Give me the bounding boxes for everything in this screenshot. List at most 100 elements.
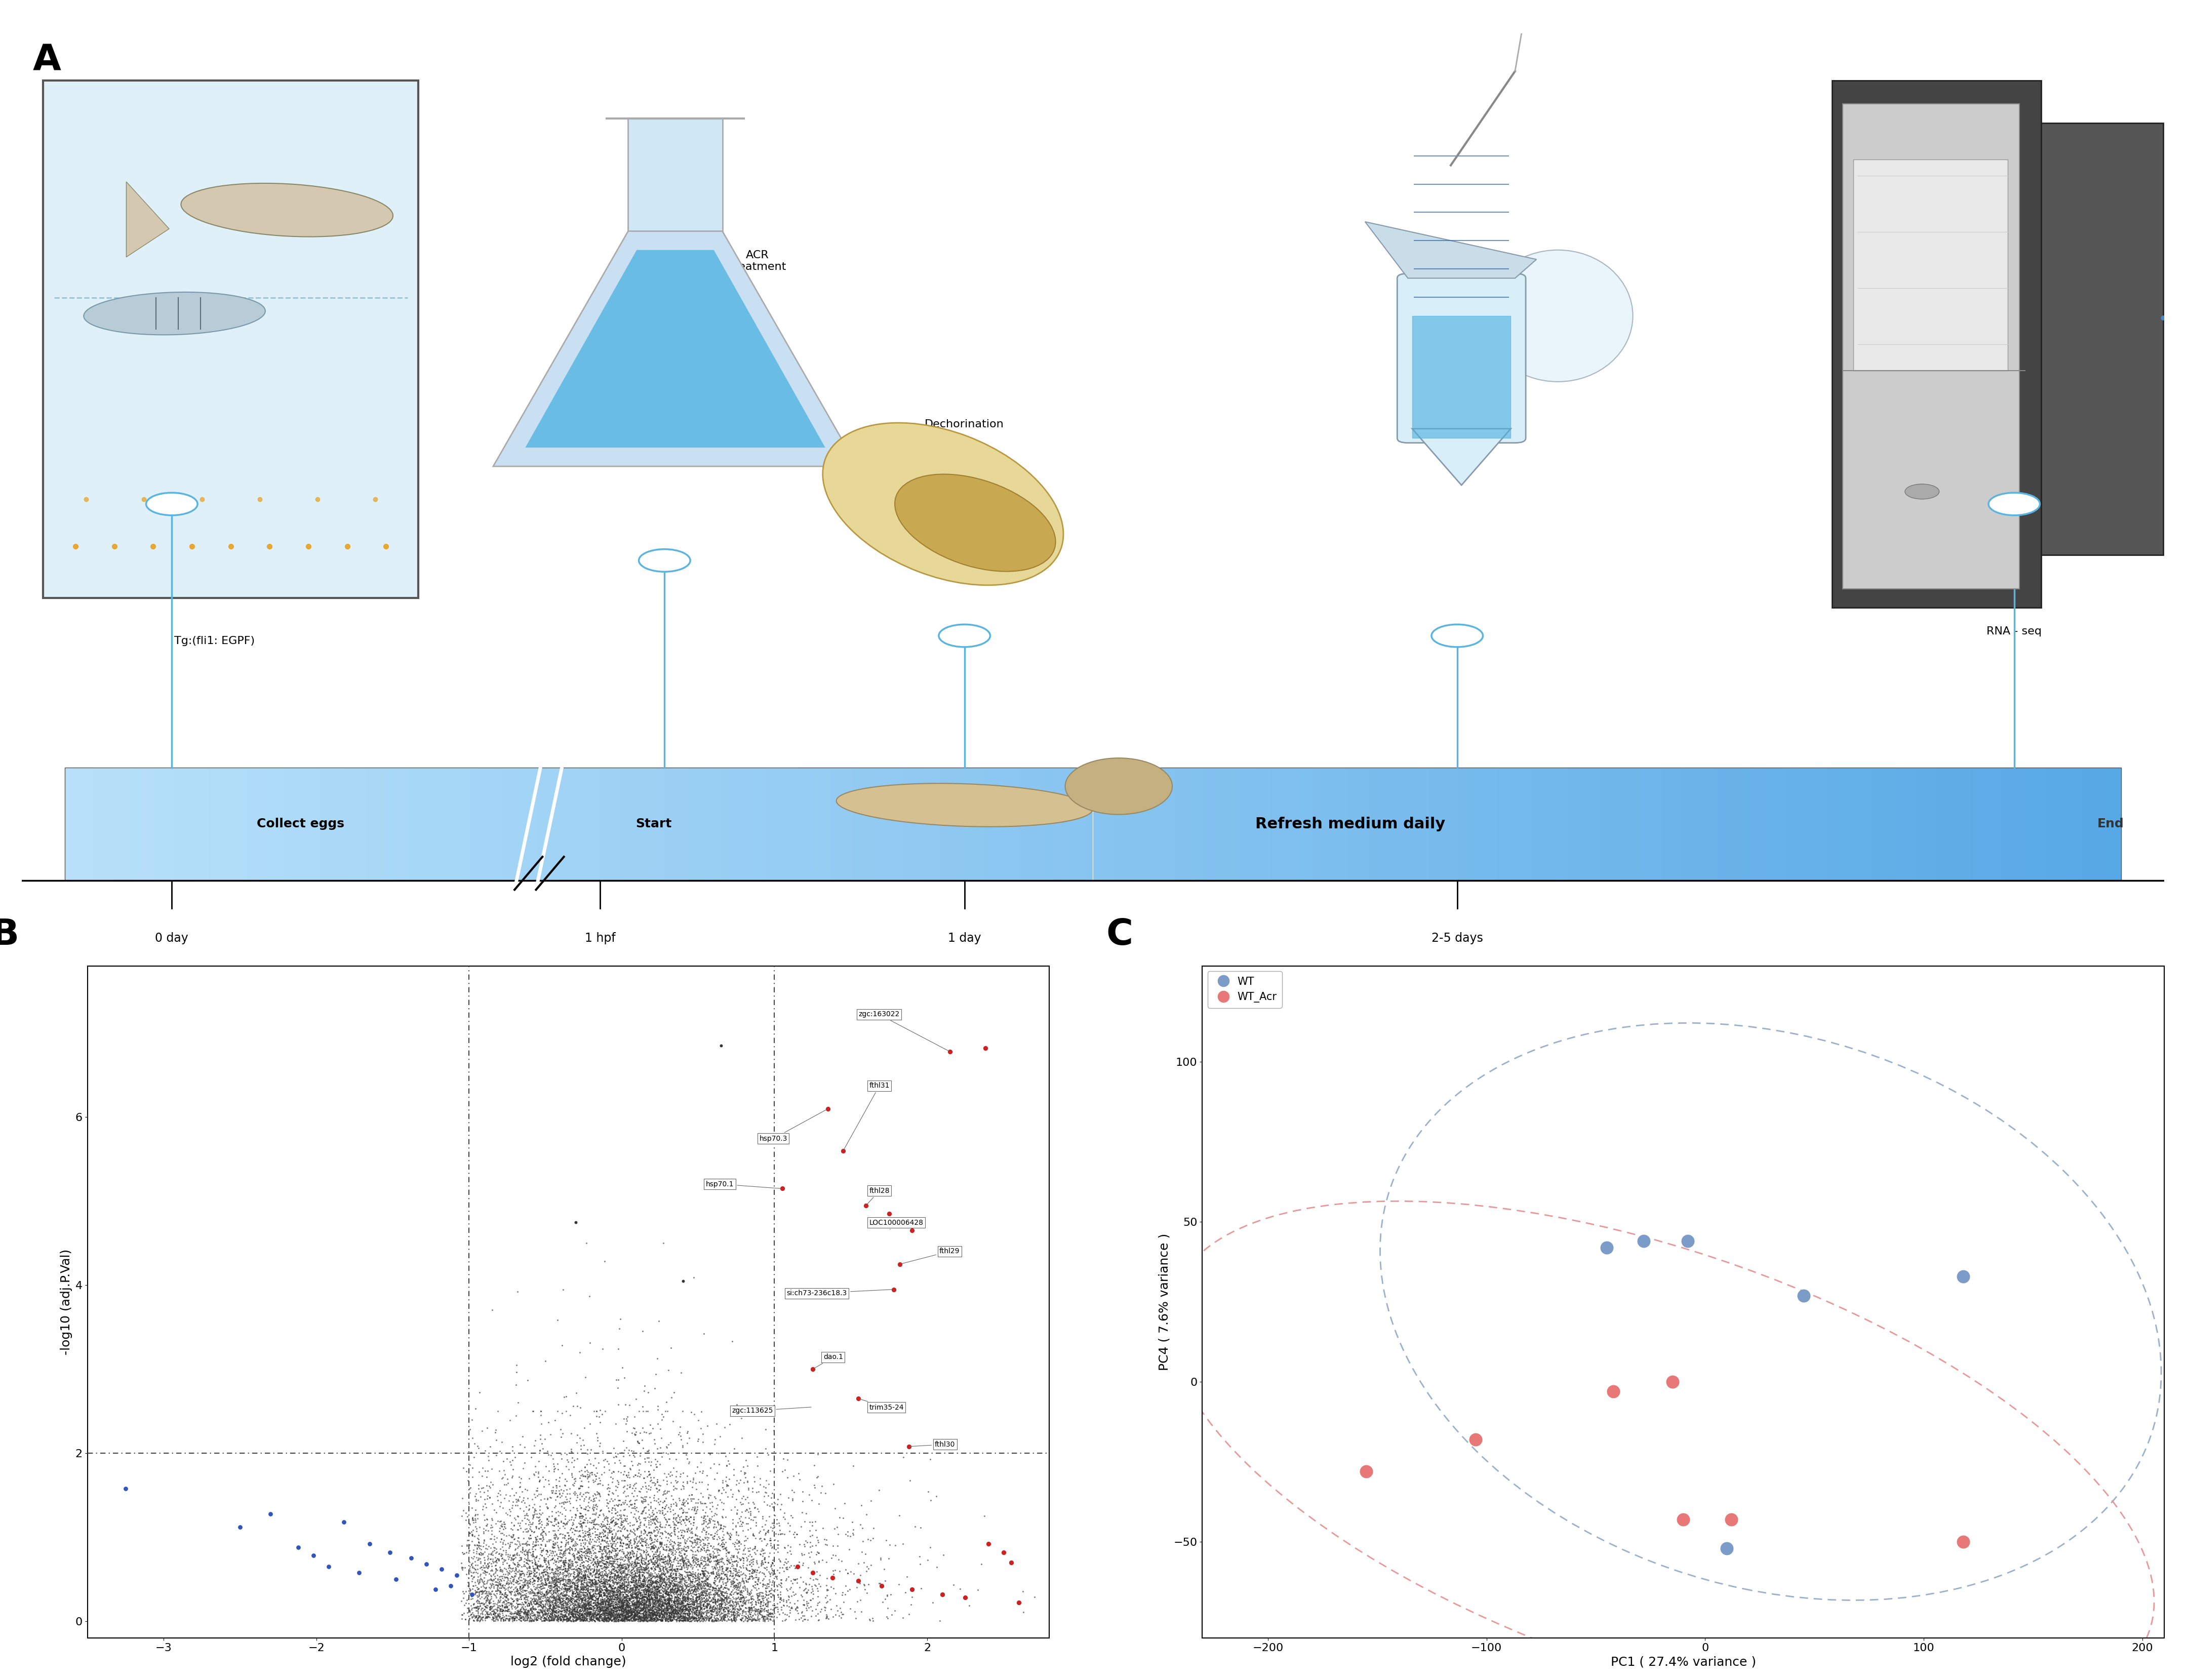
Point [647,1554,682,1581]
Point [724,1588,759,1614]
Point [721,1562,756,1589]
Point [614,1537,649,1564]
Point [686,1557,721,1584]
Point [745,1571,780,1598]
Point [671,1515,706,1542]
Point [916,1589,951,1616]
Point [485,1515,520,1542]
Point [634,1579,669,1606]
Point [903,1514,938,1541]
Point [643,1488,678,1515]
Point [647,1599,682,1626]
Point [549,1583,584,1609]
Point [717,1549,752,1576]
Point [560,1569,595,1596]
Point [750,1517,785,1544]
Point [492,1544,527,1571]
Point [483,1542,518,1569]
Bar [66,768,72,880]
Point [649,1586,684,1613]
Point [654,1588,689,1614]
Point [706,1586,741,1613]
Point [540,1583,575,1609]
Point [662,1495,697,1522]
Point [599,1578,634,1604]
Point [686,1507,721,1534]
Point [468,1589,503,1616]
Point [627,1527,662,1554]
Point [584,1525,619,1552]
Point [643,1562,678,1589]
Point [702,1586,737,1613]
Point [588,1596,623,1623]
Point [586,1598,621,1625]
Point [662,1569,697,1596]
Point [726,1561,761,1588]
Point [630,1584,665,1611]
Point [632,1549,667,1576]
Point [577,1583,612,1609]
Point [763,1569,798,1596]
Point [634,1509,669,1536]
Point [588,1596,623,1623]
Point [501,1598,536,1625]
Point [516,1519,551,1546]
Point [584,1510,619,1537]
Point [726,1591,761,1618]
Point [533,1574,568,1601]
Point [461,1589,496,1616]
Point [619,1566,654,1593]
Point [625,1604,660,1631]
Point [610,1583,645,1609]
Point [778,1581,813,1608]
Point [599,1598,634,1625]
Point [643,1497,678,1524]
Point [662,1567,697,1594]
Point [737,1536,772,1562]
Point [649,1569,684,1596]
Point [599,1584,634,1611]
Point [557,1594,592,1621]
Point [680,1596,715,1623]
Point [625,1604,660,1631]
Point [459,1594,494,1621]
Point [728,1574,763,1601]
Point [562,1546,597,1572]
Point [732,1594,767,1621]
Point [669,1532,704,1559]
Point [643,1567,678,1594]
Point [606,1593,640,1620]
Point [498,1599,533,1626]
Point [518,1551,553,1578]
Point [623,1606,658,1633]
Point [553,1591,588,1618]
Point [612,1549,647,1576]
Point [588,1594,623,1621]
Point [599,1524,634,1551]
Point [514,1591,549,1618]
Point [490,1596,525,1623]
Point [658,1564,693,1591]
Point [645,1572,680,1599]
Point [472,1574,507,1601]
Point [581,1584,616,1611]
Point [724,1606,759,1633]
Point [660,1549,695,1576]
Point [590,1539,625,1566]
Point [584,1588,619,1614]
Point [610,1539,645,1566]
Point [533,1572,568,1599]
Point [616,1603,651,1630]
Point [640,1578,675,1604]
Point [516,1502,551,1529]
Point [457,1569,492,1596]
Point [850,1556,885,1583]
Point [627,1588,662,1614]
Point [630,1572,665,1599]
Point [660,1593,695,1620]
Point [794,1586,828,1613]
Point [660,1596,695,1623]
Point [477,1598,512,1625]
Point [638,1588,673,1614]
Point [560,1576,595,1603]
